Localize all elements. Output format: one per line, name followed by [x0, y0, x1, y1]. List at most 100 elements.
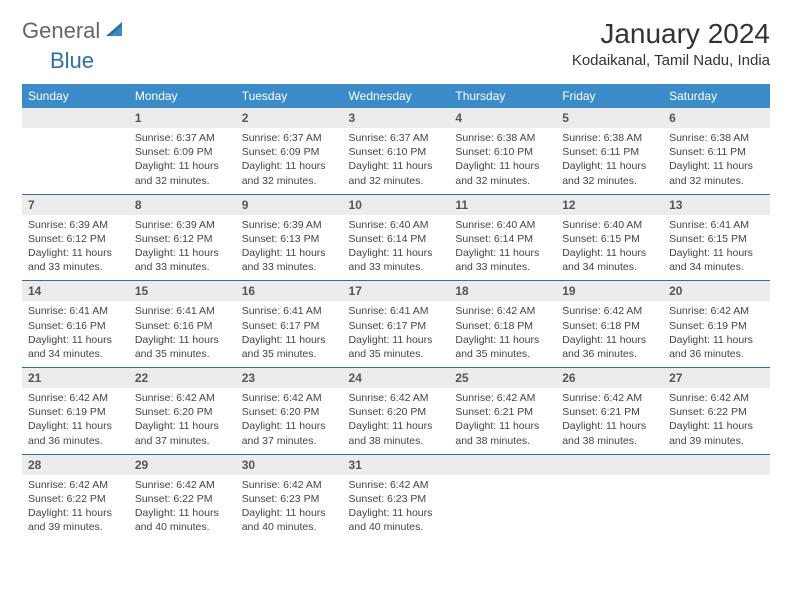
- sunset-text: Sunset: 6:20 PM: [242, 405, 337, 419]
- sunrise-text: Sunrise: 6:41 AM: [242, 304, 337, 318]
- sunset-text: Sunset: 6:12 PM: [135, 232, 230, 246]
- day-detail-cell: Sunrise: 6:42 AMSunset: 6:22 PMDaylight:…: [22, 475, 129, 541]
- sunrise-text: Sunrise: 6:42 AM: [28, 391, 123, 405]
- sunrise-text: Sunrise: 6:42 AM: [349, 391, 444, 405]
- sail-icon: [104, 18, 124, 44]
- sunset-text: Sunset: 6:09 PM: [135, 145, 230, 159]
- sunrise-text: Sunrise: 6:42 AM: [242, 478, 337, 492]
- daylight-text: Daylight: 11 hours and 36 minutes.: [669, 333, 764, 361]
- sunrise-text: Sunrise: 6:40 AM: [349, 218, 444, 232]
- daynum-row: 28293031: [22, 454, 770, 475]
- header: GeneralBlue January 2024 Kodaikanal, Tam…: [22, 18, 770, 74]
- day-number-cell: 30: [236, 454, 343, 475]
- day-detail-cell: Sunrise: 6:40 AMSunset: 6:14 PMDaylight:…: [449, 215, 556, 281]
- sunset-text: Sunset: 6:21 PM: [455, 405, 550, 419]
- sunset-text: Sunset: 6:23 PM: [349, 492, 444, 506]
- day-detail-cell: Sunrise: 6:39 AMSunset: 6:12 PMDaylight:…: [129, 215, 236, 281]
- daylight-text: Daylight: 11 hours and 38 minutes.: [562, 419, 657, 447]
- daylight-text: Daylight: 11 hours and 32 minutes.: [242, 159, 337, 187]
- sunrise-text: Sunrise: 6:42 AM: [242, 391, 337, 405]
- day-number-cell: 2: [236, 108, 343, 128]
- sunrise-text: Sunrise: 6:42 AM: [28, 478, 123, 492]
- sunrise-text: Sunrise: 6:42 AM: [455, 304, 550, 318]
- daylight-text: Daylight: 11 hours and 35 minutes.: [242, 333, 337, 361]
- day-number-cell: 19: [556, 281, 663, 302]
- sunrise-text: Sunrise: 6:41 AM: [28, 304, 123, 318]
- sunrise-text: Sunrise: 6:42 AM: [562, 391, 657, 405]
- day-detail-cell: [556, 475, 663, 541]
- day-number-cell: 25: [449, 368, 556, 389]
- day-detail-cell: Sunrise: 6:42 AMSunset: 6:21 PMDaylight:…: [556, 388, 663, 454]
- sunset-text: Sunset: 6:11 PM: [669, 145, 764, 159]
- day-number-cell: 12: [556, 194, 663, 215]
- sunrise-text: Sunrise: 6:40 AM: [455, 218, 550, 232]
- weekday-header: Sunday: [22, 84, 129, 108]
- day-number-cell: 29: [129, 454, 236, 475]
- sunset-text: Sunset: 6:10 PM: [349, 145, 444, 159]
- day-number-cell: [556, 454, 663, 475]
- daylight-text: Daylight: 11 hours and 36 minutes.: [28, 419, 123, 447]
- detail-row: Sunrise: 6:41 AMSunset: 6:16 PMDaylight:…: [22, 301, 770, 367]
- day-detail-cell: Sunrise: 6:42 AMSunset: 6:20 PMDaylight:…: [343, 388, 450, 454]
- weekday-header: Tuesday: [236, 84, 343, 108]
- sunrise-text: Sunrise: 6:42 AM: [669, 304, 764, 318]
- day-detail-cell: Sunrise: 6:37 AMSunset: 6:09 PMDaylight:…: [236, 128, 343, 194]
- day-number-cell: 10: [343, 194, 450, 215]
- sunset-text: Sunset: 6:12 PM: [28, 232, 123, 246]
- daylight-text: Daylight: 11 hours and 40 minutes.: [135, 506, 230, 534]
- day-number-cell: 22: [129, 368, 236, 389]
- day-number-cell: [449, 454, 556, 475]
- sunrise-text: Sunrise: 6:42 AM: [455, 391, 550, 405]
- sunrise-text: Sunrise: 6:42 AM: [349, 478, 444, 492]
- sunrise-text: Sunrise: 6:42 AM: [562, 304, 657, 318]
- day-number-cell: 9: [236, 194, 343, 215]
- day-detail-cell: Sunrise: 6:42 AMSunset: 6:22 PMDaylight:…: [129, 475, 236, 541]
- daylight-text: Daylight: 11 hours and 33 minutes.: [28, 246, 123, 274]
- day-number-cell: [22, 108, 129, 128]
- daylight-text: Daylight: 11 hours and 32 minutes.: [455, 159, 550, 187]
- daylight-text: Daylight: 11 hours and 33 minutes.: [455, 246, 550, 274]
- day-detail-cell: Sunrise: 6:41 AMSunset: 6:17 PMDaylight:…: [236, 301, 343, 367]
- daynum-row: 78910111213: [22, 194, 770, 215]
- sunrise-text: Sunrise: 6:40 AM: [562, 218, 657, 232]
- daynum-row: 21222324252627: [22, 368, 770, 389]
- day-detail-cell: Sunrise: 6:42 AMSunset: 6:19 PMDaylight:…: [22, 388, 129, 454]
- day-number-cell: 24: [343, 368, 450, 389]
- daylight-text: Daylight: 11 hours and 39 minutes.: [28, 506, 123, 534]
- day-number-cell: 8: [129, 194, 236, 215]
- sunset-text: Sunset: 6:14 PM: [455, 232, 550, 246]
- daylight-text: Daylight: 11 hours and 35 minutes.: [455, 333, 550, 361]
- day-number-cell: 23: [236, 368, 343, 389]
- day-detail-cell: [22, 128, 129, 194]
- day-detail-cell: Sunrise: 6:42 AMSunset: 6:20 PMDaylight:…: [129, 388, 236, 454]
- sunrise-text: Sunrise: 6:38 AM: [669, 131, 764, 145]
- daynum-row: 14151617181920: [22, 281, 770, 302]
- day-detail-cell: Sunrise: 6:42 AMSunset: 6:23 PMDaylight:…: [236, 475, 343, 541]
- sunrise-text: Sunrise: 6:41 AM: [349, 304, 444, 318]
- day-number-cell: 4: [449, 108, 556, 128]
- sunrise-text: Sunrise: 6:42 AM: [135, 478, 230, 492]
- daylight-text: Daylight: 11 hours and 34 minutes.: [28, 333, 123, 361]
- detail-row: Sunrise: 6:37 AMSunset: 6:09 PMDaylight:…: [22, 128, 770, 194]
- day-detail-cell: Sunrise: 6:38 AMSunset: 6:11 PMDaylight:…: [556, 128, 663, 194]
- daylight-text: Daylight: 11 hours and 38 minutes.: [455, 419, 550, 447]
- day-detail-cell: Sunrise: 6:41 AMSunset: 6:16 PMDaylight:…: [129, 301, 236, 367]
- sunrise-text: Sunrise: 6:39 AM: [28, 218, 123, 232]
- sunset-text: Sunset: 6:17 PM: [349, 319, 444, 333]
- daylight-text: Daylight: 11 hours and 35 minutes.: [349, 333, 444, 361]
- sunset-text: Sunset: 6:22 PM: [669, 405, 764, 419]
- day-detail-cell: Sunrise: 6:38 AMSunset: 6:11 PMDaylight:…: [663, 128, 770, 194]
- sunset-text: Sunset: 6:19 PM: [28, 405, 123, 419]
- sunrise-text: Sunrise: 6:41 AM: [669, 218, 764, 232]
- daylight-text: Daylight: 11 hours and 38 minutes.: [349, 419, 444, 447]
- day-detail-cell: Sunrise: 6:41 AMSunset: 6:15 PMDaylight:…: [663, 215, 770, 281]
- daylight-text: Daylight: 11 hours and 32 minutes.: [349, 159, 444, 187]
- day-number-cell: 6: [663, 108, 770, 128]
- sunset-text: Sunset: 6:13 PM: [242, 232, 337, 246]
- day-number-cell: 3: [343, 108, 450, 128]
- detail-row: Sunrise: 6:42 AMSunset: 6:19 PMDaylight:…: [22, 388, 770, 454]
- day-number-cell: 28: [22, 454, 129, 475]
- daylight-text: Daylight: 11 hours and 40 minutes.: [242, 506, 337, 534]
- day-number-cell: 11: [449, 194, 556, 215]
- daylight-text: Daylight: 11 hours and 40 minutes.: [349, 506, 444, 534]
